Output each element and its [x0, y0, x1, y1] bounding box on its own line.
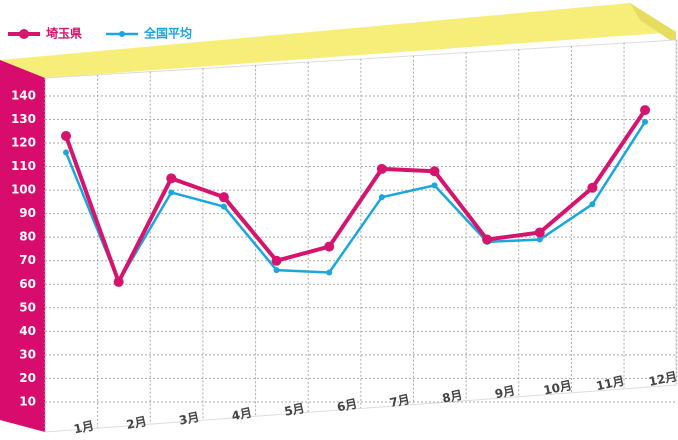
- data-point: [326, 269, 333, 276]
- grid: [44, 39, 678, 432]
- y-tick-label: 50: [19, 300, 36, 314]
- data-point: [429, 166, 440, 177]
- plot: [61, 105, 651, 287]
- y-tick-label: 100: [11, 183, 36, 197]
- y-tick-label: 130: [11, 112, 36, 126]
- x-tick-label: 4月: [230, 405, 253, 423]
- x-tick-label: 8月: [441, 388, 464, 406]
- legend-label: 埼玉県: [46, 26, 82, 41]
- y-tick-label: 60: [19, 277, 36, 291]
- y-axis-bar: [0, 60, 45, 432]
- y-tick-label: 20: [19, 371, 36, 385]
- data-point: [168, 189, 175, 196]
- x-tick-label: 11月: [595, 374, 626, 394]
- top-edge: [630, 3, 676, 44]
- data-point: [113, 276, 124, 287]
- x-tick-label: 9月: [494, 383, 517, 401]
- data-point: [376, 163, 387, 174]
- y-tick-label: 30: [19, 347, 36, 361]
- data-point: [324, 241, 335, 252]
- data-point: [63, 149, 69, 156]
- legend-label: 全国平均: [143, 26, 192, 41]
- data-point: [220, 203, 227, 210]
- y-tick-label: 70: [19, 253, 36, 267]
- y-tick-label: 110: [11, 159, 36, 173]
- series-line: [64, 121, 647, 284]
- data-point: [273, 267, 280, 274]
- data-point: [587, 182, 598, 193]
- data-point: [642, 118, 649, 125]
- data-point: [61, 130, 71, 141]
- x-tick-label: 1月: [72, 419, 95, 437]
- y-tick-label: 80: [19, 230, 36, 244]
- data-point: [536, 236, 543, 243]
- y-tick-label: 140: [11, 88, 36, 102]
- x-tick-label: 10月: [542, 378, 573, 398]
- data-point: [589, 201, 596, 208]
- data-point: [640, 105, 651, 116]
- y-tick-label: 40: [19, 324, 36, 338]
- data-point: [166, 173, 177, 184]
- x-tick-label: 5月: [283, 401, 306, 419]
- x-tick-label: 6月: [336, 397, 359, 415]
- legend-marker: [119, 31, 126, 37]
- series-line: [64, 108, 647, 284]
- x-tick-label: 12月: [647, 369, 678, 389]
- data-point: [378, 194, 385, 201]
- data-point: [271, 255, 282, 266]
- y-tick-label: 120: [11, 136, 36, 150]
- legend-marker: [19, 29, 29, 39]
- data-point: [482, 234, 493, 245]
- data-point: [534, 227, 545, 238]
- data-point: [431, 182, 438, 189]
- y-tick-label: 10: [19, 394, 36, 408]
- x-tick-label: 2月: [125, 414, 148, 432]
- top-face: [0, 3, 676, 78]
- y-tick-label: 90: [19, 206, 36, 220]
- x-tick-label: 3月: [178, 410, 201, 428]
- data-point: [218, 192, 229, 203]
- x-tick-label: 7月: [388, 392, 411, 410]
